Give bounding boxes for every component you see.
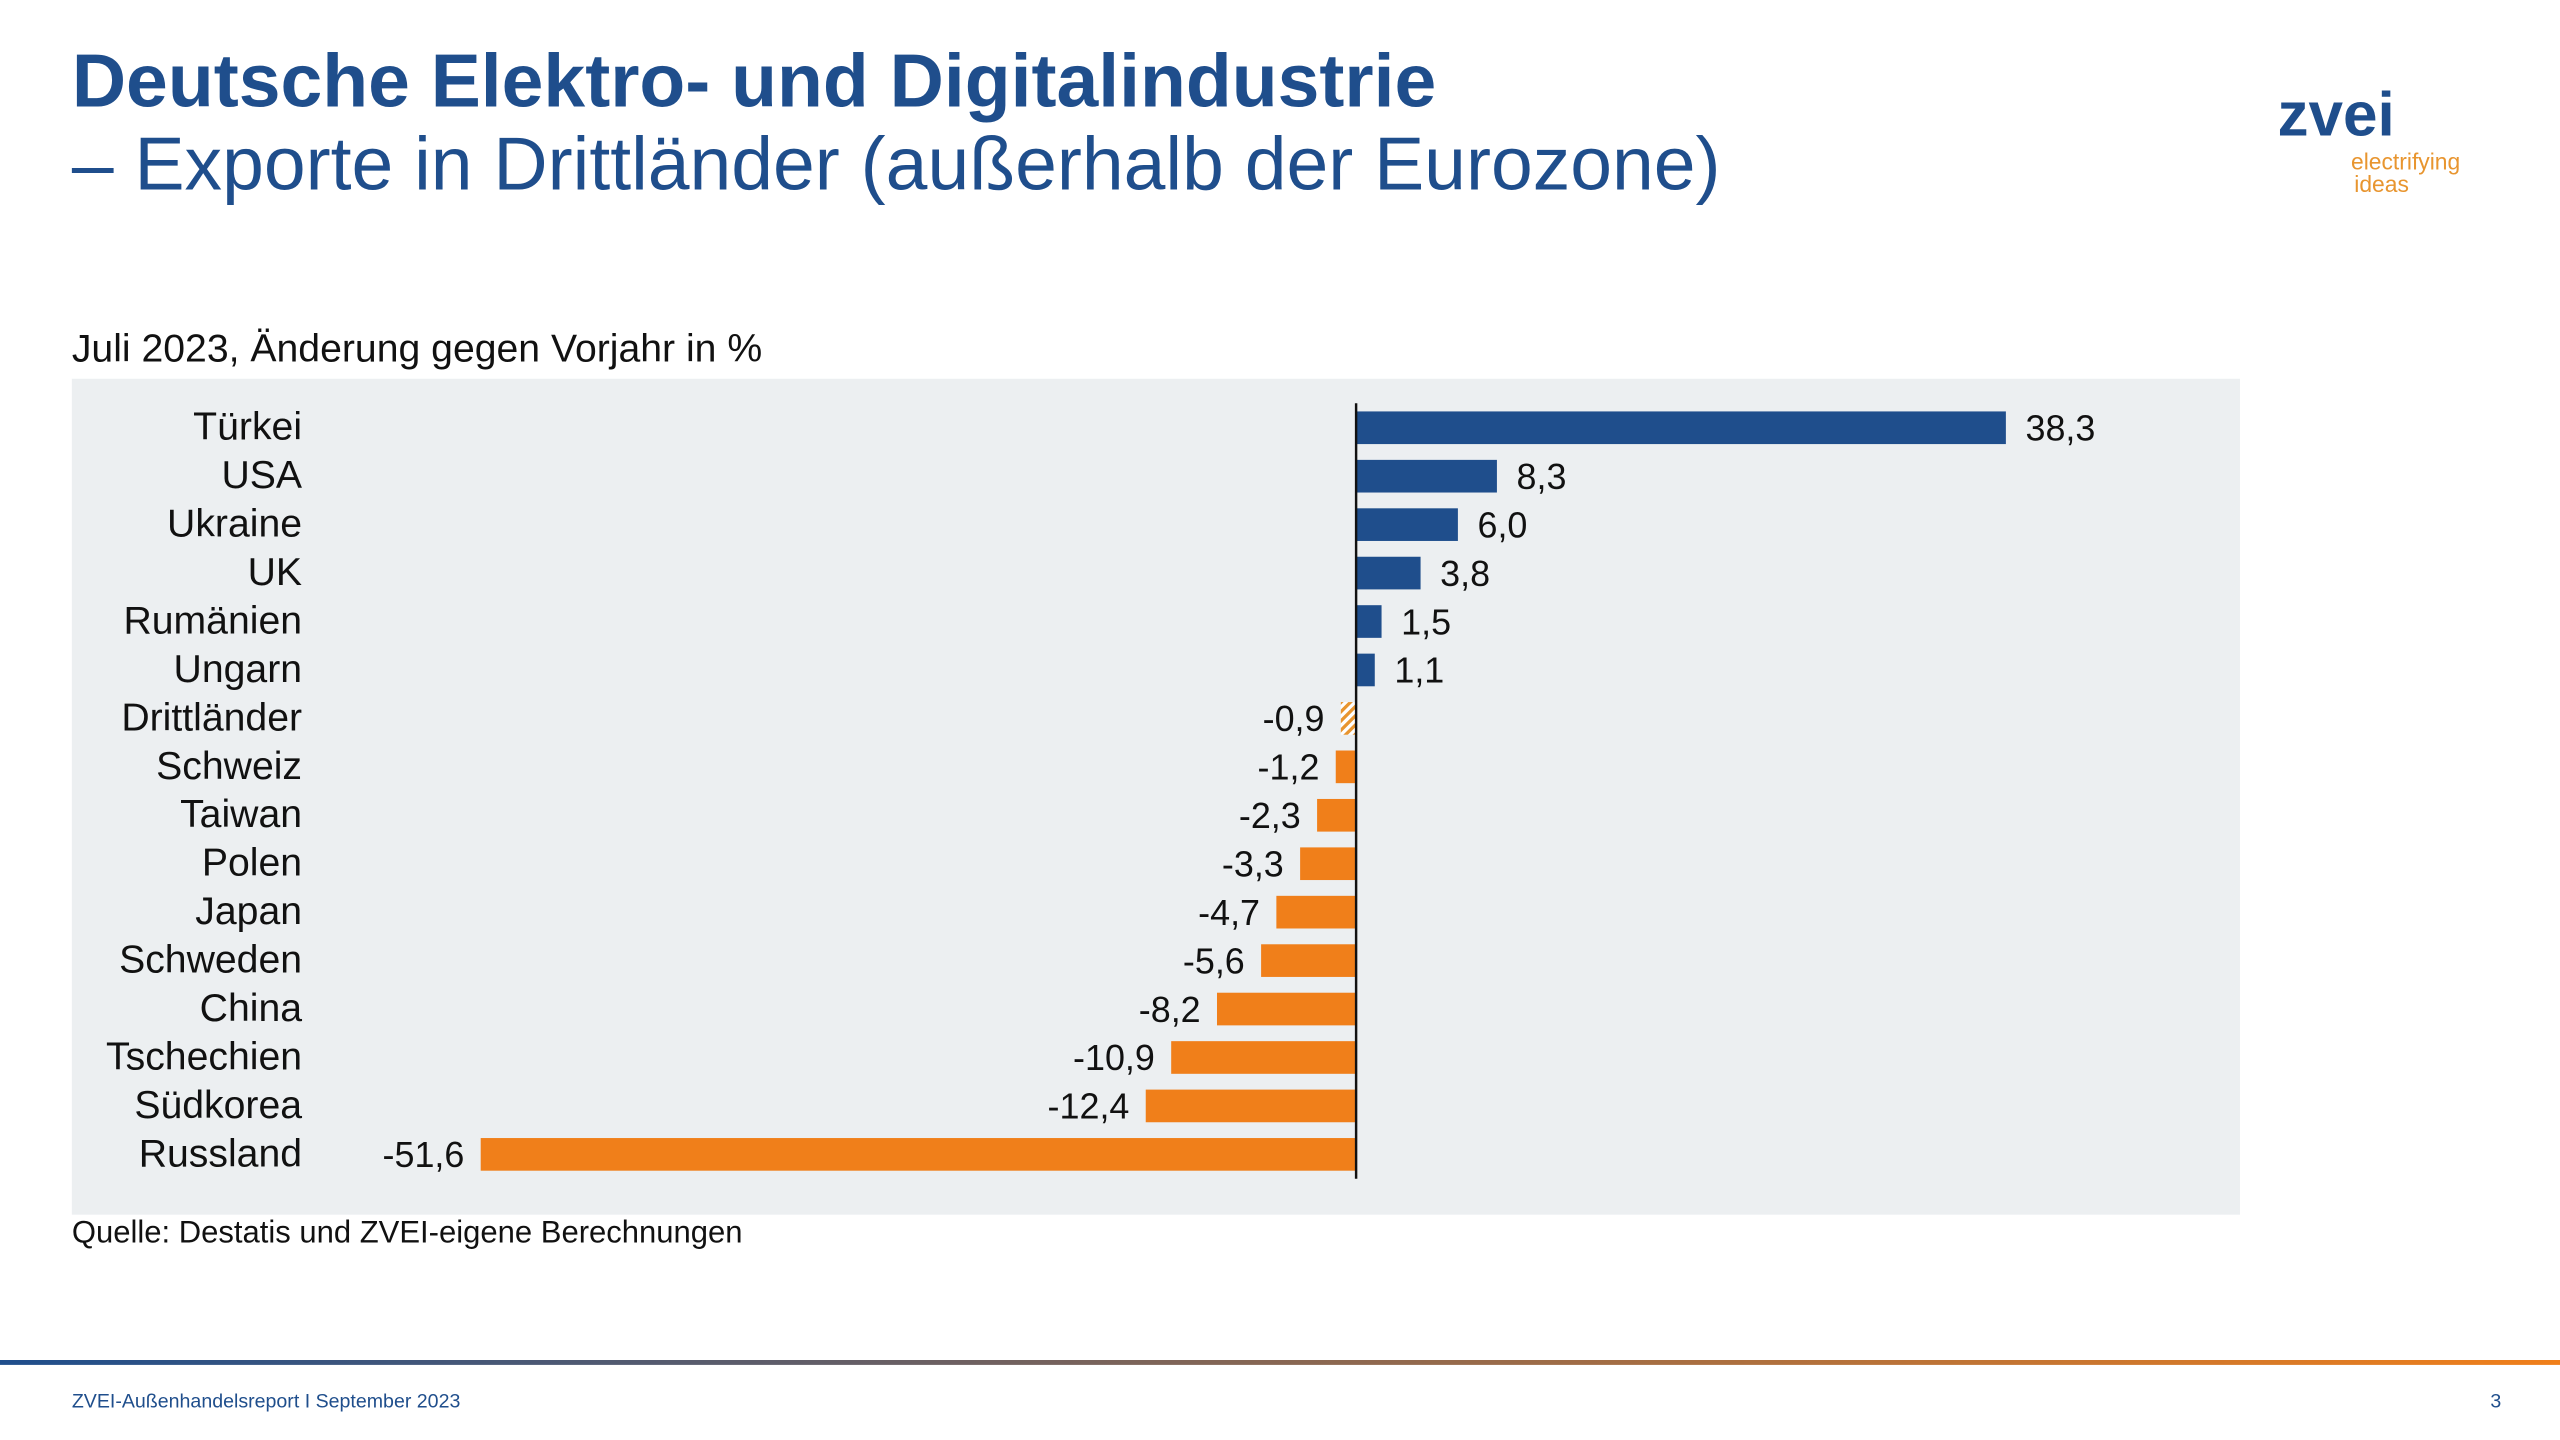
category-label: Drittländer [121, 696, 302, 739]
bar [1300, 847, 1357, 881]
bar [1356, 653, 1375, 687]
bar [1356, 411, 2006, 445]
category-label: USA [221, 454, 302, 497]
bar [1356, 556, 1421, 590]
value-label: -2,3 [1239, 795, 1301, 836]
value-label: -10,9 [1073, 1037, 1155, 1078]
value-label: 1,1 [1394, 650, 1444, 691]
chart-title: Juli 2023, Änderung gegen Vorjahr in % [72, 327, 762, 370]
category-label: Türkei [193, 406, 302, 449]
bar [1356, 508, 1458, 541]
footer: ZVEI-Außenhandelsreport I September 2023 [72, 1391, 461, 1413]
category-label: Schweiz [156, 745, 302, 788]
value-label: -0,9 [1263, 698, 1325, 739]
value-label: 8,3 [1517, 456, 1567, 497]
logo-tagline: electrifying [2351, 148, 2460, 174]
category-label: Russland [139, 1132, 302, 1175]
value-label: -8,2 [1139, 989, 1201, 1030]
bar [1216, 992, 1357, 1026]
bar [1340, 702, 1357, 735]
bar [1171, 1041, 1357, 1074]
footer-line [0, 1360, 2560, 1365]
plot-area [71, 378, 2241, 1215]
subtitle: – Exporte in Drittländer (außerhalb der … [72, 122, 1721, 206]
category-label: Schweden [119, 939, 302, 982]
value-label: -4,7 [1198, 892, 1260, 933]
category-label: Polen [202, 842, 302, 885]
bar [1335, 750, 1357, 784]
value-label: 6,0 [1477, 504, 1527, 545]
bar [1356, 605, 1382, 638]
category-label: Taiwan [180, 793, 302, 836]
source: Quelle: Destatis und ZVEI-eigene Berechn… [72, 1214, 743, 1249]
bar [1356, 459, 1497, 493]
category-label: Ungarn [174, 648, 302, 691]
category-label: Japan [195, 890, 302, 933]
bar [1276, 895, 1357, 929]
value-label: -12,4 [1048, 1086, 1130, 1127]
value-label: -1,2 [1258, 747, 1320, 788]
bar [1317, 798, 1357, 832]
category-label: Rumänien [123, 599, 302, 642]
bar [1261, 944, 1357, 977]
value-label: 38,3 [2025, 408, 2095, 449]
value-label: -51,6 [383, 1134, 465, 1175]
value-label: -3,3 [1222, 843, 1284, 884]
plot: Türkei 38,3 USA 8,3 Ukraine 6,0 UK 3,8 Rumänien 1… [106, 403, 2095, 1179]
logo-tagline: ideas [2354, 171, 2409, 197]
category-label: China [200, 987, 303, 1030]
title: Deutsche Elektro- und Digitalindustrie [72, 38, 1436, 122]
value-label: -5,6 [1183, 940, 1245, 981]
value-label: 1,5 [1401, 601, 1451, 642]
value-label: 3,8 [1440, 553, 1490, 594]
bar [1145, 1089, 1357, 1123]
category-label: Tschechien [106, 1035, 302, 1078]
category-label: Südkorea [134, 1084, 302, 1127]
category-label: UK [248, 551, 302, 594]
logo: zvei [2278, 81, 2395, 150]
category-label: Ukraine [167, 503, 302, 546]
bar [480, 1138, 1357, 1171]
page-number: 3 [2490, 1391, 2501, 1413]
